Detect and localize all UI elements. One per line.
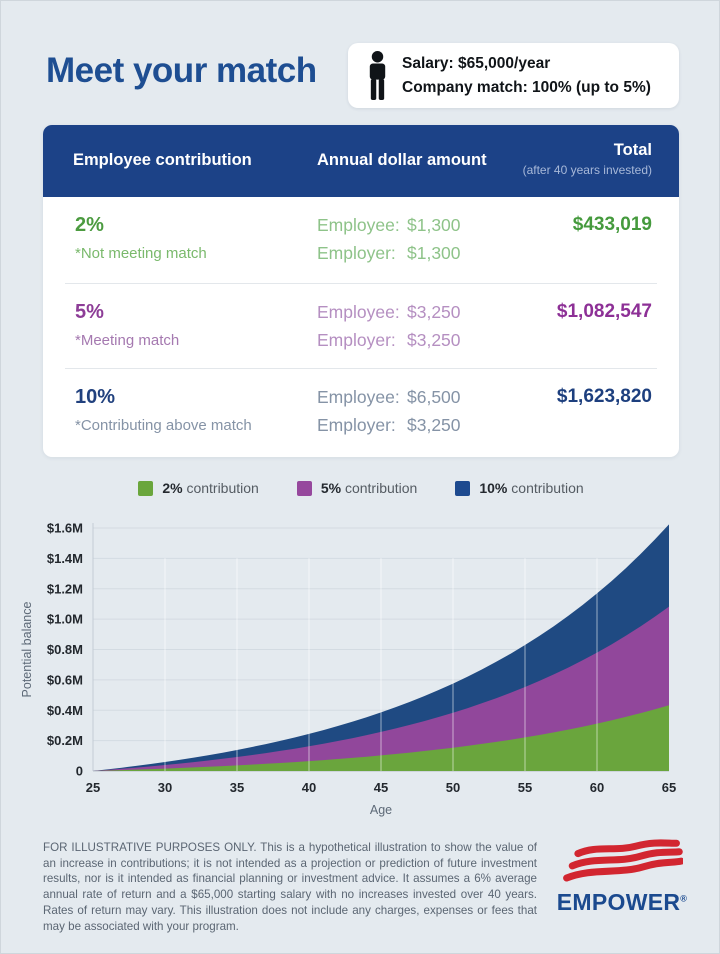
row-divider	[65, 283, 657, 284]
svg-text:65: 65	[662, 780, 676, 795]
table-row-2pct: 2% *Not meeting match Employee: $1,300 Em…	[43, 197, 679, 284]
total-amount: $1,623,820	[556, 386, 652, 407]
company-match-line: Company match: 100% (up to 5%)	[402, 78, 651, 96]
svg-text:$0.2M: $0.2M	[47, 733, 83, 748]
employee-amount: $3,250	[407, 302, 461, 322]
salary-line: Salary: $65,000/year	[402, 54, 551, 72]
employee-amount: $1,300	[407, 215, 461, 235]
legend-item-10pct: 10% contribution	[455, 480, 584, 496]
brand-name: EMPOWER®	[556, 889, 688, 915]
svg-text:35: 35	[230, 780, 244, 795]
chart-y-tick-labels: $1.6M $1.4M $1.2M $1.0M $0.8M $0.6M $0.4M $0.2M…	[47, 521, 83, 779]
chart-vertical-gridlines	[164, 558, 598, 771]
contribution-pct: 5%	[75, 301, 104, 323]
potential-balance-area-chart: $1.6M $1.4M $1.2M $1.0M $0.8M $0.6M $0.4M $0.2M…	[20, 521, 676, 818]
col-header-total: Total (after 40 years invested)	[522, 141, 652, 177]
annual-amounts: Employee: $3,250 Employer: $3,250	[317, 302, 461, 350]
chart-legend: 2% contribution 5% contribution 10% cont…	[1, 480, 719, 496]
row-divider	[65, 368, 657, 369]
svg-text:55: 55	[518, 780, 532, 795]
contribution-table: Employee contribution Annual dollar amou…	[43, 125, 679, 457]
svg-text:$1.4M: $1.4M	[47, 551, 83, 566]
legend-swatch-purple	[296, 480, 312, 496]
legend-item-2pct: 2% contribution	[138, 480, 259, 496]
col-header-annual-dollar-amount: Annual dollar amount	[317, 151, 487, 169]
employer-amount: $1,300	[407, 243, 461, 263]
svg-text:$1.6M: $1.6M	[47, 521, 83, 536]
registered-mark: ®	[680, 893, 688, 904]
empower-logo: EMPOWER®	[552, 839, 692, 916]
total-amount: $433,019	[572, 214, 652, 235]
empower-waves-icon	[563, 839, 683, 882]
legend-item-5pct: 5% contribution	[296, 480, 417, 496]
svg-text:$0.8M: $0.8M	[47, 642, 83, 657]
employee-amount: $6,500	[407, 387, 461, 407]
svg-text:50: 50	[446, 780, 460, 795]
disclaimer-text: FOR ILLUSTRATIVE PURPOSES ONLY. This is …	[43, 841, 537, 933]
col-header-total-subtext: (after 40 years invested)	[522, 163, 652, 177]
x-axis-title: Age	[370, 803, 392, 817]
chart-x-tick-labels: 25 30 35 40 45 50 55 60 65	[86, 780, 676, 795]
y-axis-title: Potential balance	[20, 602, 34, 698]
legend-swatch-blue	[455, 480, 471, 496]
person-icon	[369, 50, 386, 100]
table-row-10pct: 10% *Contributing above match Employee: $…	[43, 369, 679, 457]
col-header-employee-contribution: Employee contribution	[73, 151, 252, 169]
annual-amounts: Employee: $6,500 Employer: $3,250	[317, 387, 461, 435]
svg-text:60: 60	[590, 780, 604, 795]
assumptions-text: Salary: $65,000/year Company match: 100%…	[402, 52, 651, 100]
total-amount: $1,082,547	[556, 301, 652, 322]
svg-text:40: 40	[302, 780, 316, 795]
svg-text:0: 0	[76, 764, 83, 779]
svg-text:$0.4M: $0.4M	[47, 703, 83, 718]
table-header: Employee contribution Annual dollar amou…	[43, 125, 679, 197]
svg-text:$1.0M: $1.0M	[47, 612, 83, 627]
svg-text:25: 25	[86, 780, 100, 795]
employer-amount: $3,250	[407, 415, 461, 435]
svg-text:$0.6M: $0.6M	[47, 672, 83, 687]
svg-text:30: 30	[158, 780, 172, 795]
contribution-note: *Not meeting match	[75, 245, 207, 262]
table-row-5pct: 5% *Meeting match Employee: $3,250 Employ…	[43, 284, 679, 369]
page-title: Meet your match	[46, 51, 317, 90]
svg-text:45: 45	[374, 780, 388, 795]
contribution-pct: 2%	[75, 214, 104, 236]
contribution-pct: 10%	[75, 386, 116, 408]
annual-amounts: Employee: $1,300 Employer: $1,300	[317, 215, 461, 263]
legend-swatch-green	[138, 480, 154, 496]
svg-text:$1.2M: $1.2M	[47, 581, 83, 596]
contribution-note: *Contributing above match	[75, 417, 252, 434]
employer-amount: $3,250	[407, 330, 461, 350]
contribution-note: *Meeting match	[75, 332, 180, 349]
assumptions-info-box: Salary: $65,000/year Company match: 100%…	[348, 43, 679, 108]
